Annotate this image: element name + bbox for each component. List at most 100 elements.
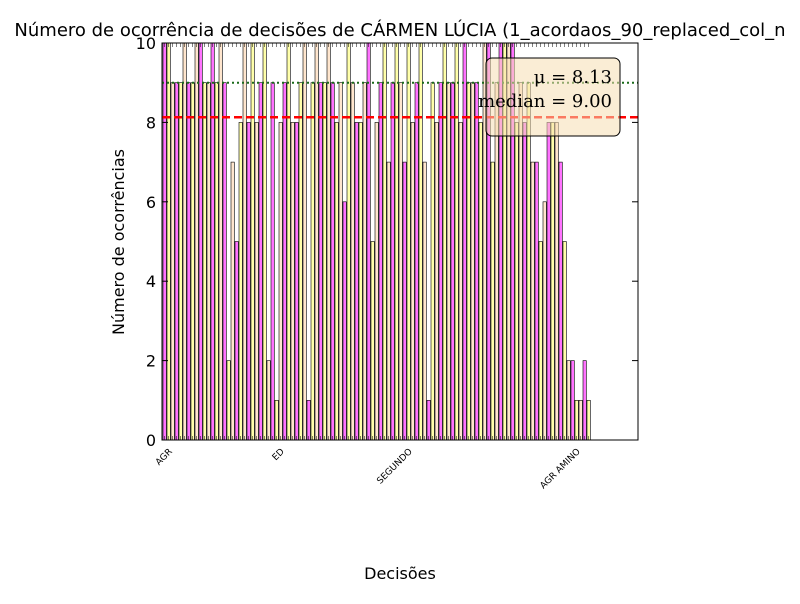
x-tick-label: AGR — [154, 447, 175, 468]
plot-frame — [161, 42, 639, 441]
x-axis-label: Decisões — [364, 564, 436, 583]
bar — [278, 122, 283, 441]
y-ticks: 0 2 4 6 8 10 — [136, 34, 638, 450]
bar — [306, 399, 311, 441]
bar — [258, 82, 263, 441]
bar — [298, 82, 303, 441]
bar — [446, 82, 451, 441]
bar — [202, 82, 207, 441]
bar — [266, 360, 271, 441]
bar — [254, 122, 259, 441]
bar — [282, 82, 287, 441]
stats-mean-text: μ = 8.13 — [534, 67, 612, 88]
bar — [474, 82, 479, 441]
bar — [346, 42, 351, 441]
bar — [566, 360, 571, 441]
bar — [294, 122, 299, 441]
bar — [318, 82, 323, 441]
bar — [442, 42, 447, 441]
bar — [270, 82, 275, 441]
bar — [262, 42, 267, 441]
bar — [574, 399, 579, 441]
bar — [426, 399, 431, 441]
bar — [534, 161, 539, 441]
bar — [242, 42, 247, 441]
bar — [350, 82, 355, 441]
bar — [578, 399, 583, 441]
bar — [178, 82, 183, 441]
bar — [398, 82, 403, 441]
bar — [190, 82, 195, 441]
bar — [586, 399, 591, 441]
bar — [170, 82, 175, 441]
bar — [522, 122, 527, 441]
bar — [538, 241, 543, 441]
bar — [290, 122, 295, 441]
bar — [226, 360, 231, 441]
bar — [430, 82, 435, 441]
stats-box-background — [485, 57, 621, 137]
bar — [314, 42, 319, 441]
bar — [370, 241, 375, 441]
y-tick-label: 8 — [146, 113, 156, 132]
bar — [322, 82, 327, 441]
bar — [174, 82, 179, 441]
bar — [302, 42, 307, 441]
bar — [162, 42, 167, 441]
bar — [466, 82, 471, 441]
bar — [186, 82, 191, 441]
bar — [530, 161, 535, 441]
bar — [422, 161, 427, 441]
bar — [462, 42, 467, 441]
bars-group — [162, 42, 591, 441]
bar — [570, 360, 575, 441]
bar — [414, 82, 419, 441]
bar — [194, 42, 199, 441]
stats-box: μ = 8.13 median = 9.00 — [478, 57, 621, 137]
bar — [458, 122, 463, 441]
bar — [514, 122, 519, 441]
bar — [310, 82, 315, 441]
bar — [454, 42, 459, 441]
bar — [214, 82, 219, 441]
bar — [230, 161, 235, 441]
y-tick-label: 10 — [136, 34, 156, 53]
bar — [250, 42, 255, 441]
bar — [166, 42, 171, 441]
bar — [222, 82, 227, 441]
bar — [558, 161, 563, 441]
y-tick-label: 4 — [146, 272, 156, 291]
bar — [206, 82, 211, 441]
bar — [366, 42, 371, 441]
bar — [338, 82, 343, 441]
bar — [470, 82, 475, 441]
y-tick-label: 0 — [146, 431, 156, 450]
bar — [374, 122, 379, 441]
bar — [438, 82, 443, 441]
bar — [246, 122, 251, 441]
x-tick-label: SEGUNDO — [375, 447, 414, 486]
y-tick-label: 6 — [146, 193, 156, 212]
bar — [386, 161, 391, 441]
bar — [354, 122, 359, 441]
bar — [234, 241, 239, 441]
bar — [274, 399, 279, 441]
bar — [562, 241, 567, 441]
bar — [406, 42, 411, 441]
bar — [550, 122, 555, 441]
bar — [330, 82, 335, 441]
y-tick-label: 2 — [146, 352, 156, 371]
bar — [410, 122, 415, 441]
bar — [334, 122, 339, 441]
bar — [546, 122, 551, 441]
bar — [542, 201, 547, 441]
bar — [450, 82, 455, 441]
bar — [182, 42, 187, 441]
chart-title: Número de ocorrência de decisões de CÁRM… — [14, 19, 785, 41]
bar — [478, 122, 483, 441]
bar — [390, 82, 395, 441]
bar — [554, 122, 559, 441]
x-tick-label: ED — [271, 447, 287, 463]
